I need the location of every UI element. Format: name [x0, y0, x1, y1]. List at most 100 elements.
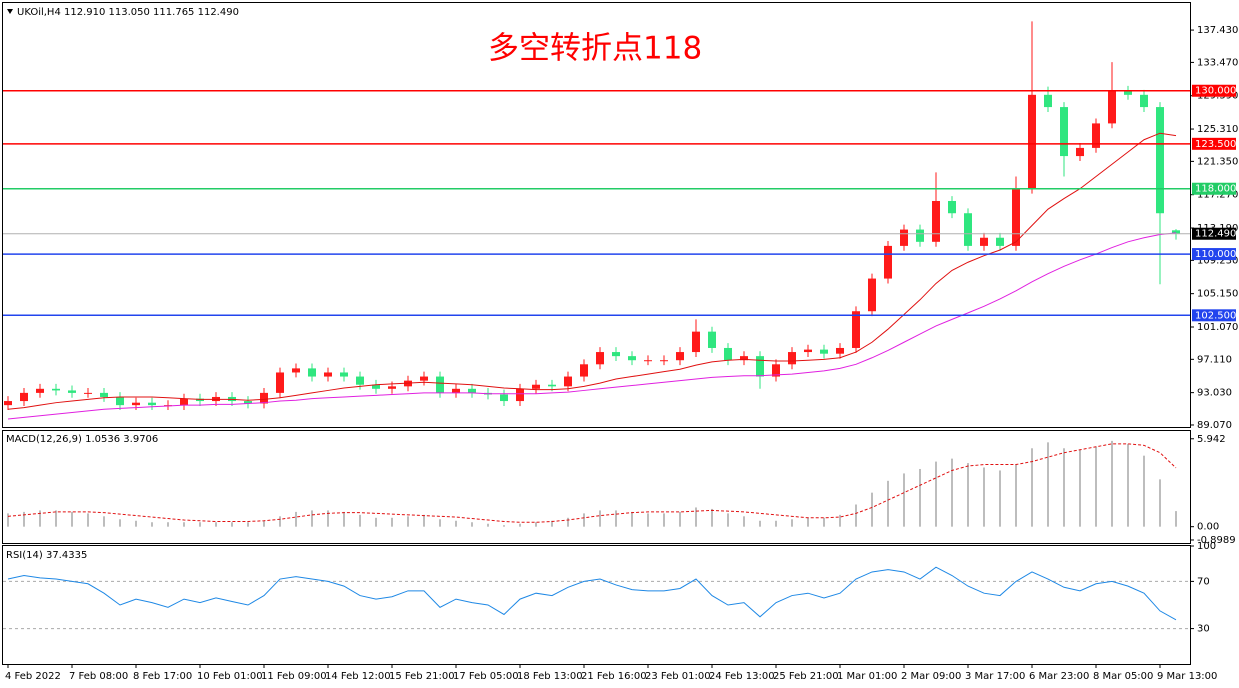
macd-bar — [599, 510, 601, 527]
candle-body — [724, 347, 732, 361]
candle-body — [932, 200, 940, 242]
macd-bar — [439, 519, 441, 527]
macd-bar — [151, 522, 153, 527]
candle-body — [612, 352, 620, 357]
candle-body — [468, 388, 476, 393]
macd-panel — [2, 430, 1191, 544]
candle-body — [628, 356, 636, 361]
x-tick-label: 2 Mar 09:00 — [901, 671, 961, 682]
macd-bar — [903, 473, 905, 527]
annotation: 多空转折点118 — [488, 31, 702, 67]
macd-bar — [663, 513, 665, 527]
candle-body — [1156, 107, 1164, 214]
candle-body — [276, 372, 284, 393]
candle-body — [964, 213, 972, 246]
macd-bar — [871, 492, 873, 527]
candle-body — [916, 229, 924, 242]
candle-body — [884, 245, 892, 279]
macd-bar — [679, 511, 681, 527]
y-tick-label: 137.430 — [1197, 25, 1238, 36]
candle-body — [1076, 147, 1084, 157]
candle-body — [1108, 90, 1116, 124]
macd-bar — [407, 516, 409, 527]
rsi-line — [7, 566, 1177, 621]
macd-bar — [759, 520, 761, 527]
candle-body — [148, 402, 156, 406]
candle-body — [548, 384, 556, 387]
level-label: 130.000 — [1195, 86, 1236, 97]
candle-body — [820, 349, 828, 354]
macd-bar — [647, 513, 649, 527]
y-tick-label: 0.00 — [1197, 522, 1219, 533]
macd-bar — [119, 519, 121, 527]
level-label: 102.500 — [1195, 310, 1236, 321]
x-tick-label: 3 Mar 17:00 — [965, 671, 1025, 682]
candle-body — [1124, 90, 1132, 95]
x-tick-label: 15 Feb 21:00 — [389, 671, 455, 682]
y-tick-label: 93.030 — [1197, 388, 1232, 399]
macd-bar — [727, 513, 729, 527]
macd-bar — [1079, 449, 1081, 527]
x-tick-label: 7 Feb 08:00 — [69, 671, 128, 682]
candle-body — [836, 347, 844, 354]
macd-bar — [455, 520, 457, 527]
macd-bar — [951, 458, 953, 527]
candle-body — [132, 402, 140, 406]
y-tick-label: 5.942 — [1197, 434, 1226, 445]
candle-body — [388, 386, 396, 389]
candle-body — [868, 278, 876, 312]
signal-line — [7, 443, 1177, 523]
x-tick-label: 11 Feb 09:00 — [261, 671, 327, 682]
chart-title: UKOil,H4 112.910 113.050 111.765 112.490 — [17, 7, 239, 18]
macd-bar — [263, 520, 265, 527]
macd-bar — [199, 522, 201, 527]
macd-bar — [695, 507, 697, 527]
candle-body — [420, 376, 428, 381]
candle-body — [580, 364, 588, 377]
rsi-title: RSI(14) 37.4335 — [6, 550, 87, 561]
macd-bar — [567, 517, 569, 527]
y-tick-label: 109.230 — [1197, 255, 1238, 266]
candle-body — [324, 372, 332, 377]
macd-bar — [343, 511, 345, 527]
macd-bar — [839, 514, 841, 527]
candle-body — [772, 364, 780, 377]
macd-bar — [215, 522, 217, 527]
macd-bar — [615, 510, 617, 527]
macd-bar — [487, 523, 489, 527]
candle-body — [804, 349, 812, 353]
macd-bar — [71, 511, 73, 527]
candle-body — [372, 384, 380, 389]
candle-body — [52, 388, 60, 391]
macd-bar — [1127, 443, 1129, 527]
candle-body — [340, 372, 348, 377]
candle-body — [644, 360, 652, 362]
candle-body — [84, 392, 92, 394]
candle-body — [292, 368, 300, 373]
y-tick-label: 97.110 — [1197, 354, 1232, 365]
candle-body — [852, 311, 860, 348]
macd-bar — [55, 510, 57, 527]
macd-bar — [855, 504, 857, 527]
candle-body — [596, 352, 604, 365]
macd-bar — [1111, 440, 1113, 527]
macd-bar — [583, 513, 585, 527]
macd-bar — [711, 508, 713, 527]
level-label-bg — [1192, 137, 1236, 150]
level-label: 123.500 — [1195, 139, 1236, 150]
macd-bar — [743, 516, 745, 527]
candle-body — [676, 352, 684, 361]
macd-bar — [327, 510, 329, 527]
main-panel — [2, 2, 1191, 428]
menu-arrow[interactable] — [7, 9, 13, 14]
y-tick-label: 89.070 — [1197, 420, 1232, 431]
x-tick-label: 4 Feb 2022 — [5, 671, 61, 682]
candle-body — [660, 360, 668, 362]
candle-body — [900, 229, 908, 246]
y-tick-label: -0.8989 — [1197, 535, 1236, 546]
candle-body — [100, 392, 108, 397]
macd-bar — [135, 520, 137, 527]
x-tick-label: 21 Feb 16:00 — [581, 671, 647, 682]
candle-body — [756, 356, 764, 377]
